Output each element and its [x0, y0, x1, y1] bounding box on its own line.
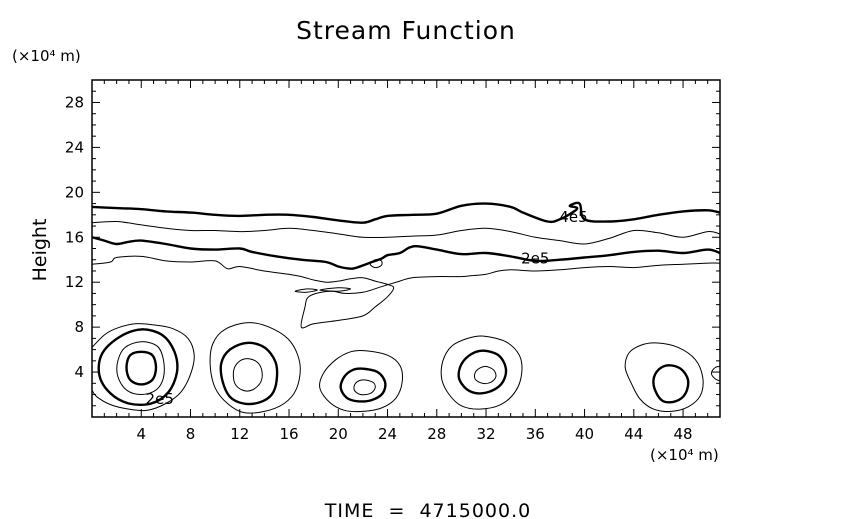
- contour-line-13: [219, 341, 279, 406]
- contour-lines: [92, 201, 720, 414]
- y-tick-label: 16: [65, 228, 84, 246]
- y-axis-unit: (×10⁴ m): [12, 47, 81, 65]
- contour-line-11: [125, 350, 158, 386]
- time-footer: TIME = 4715000.0: [324, 500, 531, 519]
- contour-line-5: [92, 255, 720, 329]
- contour-line-21: [710, 365, 720, 382]
- contour-label-3: 2e5: [146, 390, 174, 408]
- contour-line-23: [652, 364, 690, 404]
- contour-labels: 4e5 2e5 2e5: [146, 208, 588, 408]
- contour-line-18: [440, 335, 523, 410]
- y-tick-label: 12: [65, 273, 84, 291]
- contour-line-7: [319, 287, 352, 292]
- x-tick-label: 12: [230, 425, 249, 443]
- y-tick-label: 28: [65, 93, 84, 111]
- y-tick-label: 4: [74, 363, 84, 381]
- axis-ticks: [92, 80, 720, 417]
- contour-line-16: [339, 367, 387, 403]
- x-tick-label: 4: [136, 425, 146, 443]
- x-tick-label: 32: [476, 425, 495, 443]
- x-tick-labels: 4 8 12 16 20 24 28 32 36 40 44 48: [136, 425, 692, 443]
- contour-label-2: 2e5: [521, 250, 549, 268]
- y-tick-labels: 4 8 12 16 20 24 28: [65, 93, 84, 381]
- contour-line-3: [92, 236, 720, 270]
- x-tick-label: 8: [186, 425, 196, 443]
- contour-line-10: [116, 341, 165, 395]
- contour-line-2: [92, 220, 720, 245]
- contour-label-1: 4e5: [559, 208, 587, 226]
- x-axis-unit: (×10⁴ m): [650, 446, 719, 464]
- y-axis-label: Height: [29, 219, 51, 282]
- y-tick-label: 8: [74, 318, 84, 336]
- contour-line-4: [369, 259, 383, 269]
- y-tick-label: 20: [65, 183, 84, 201]
- x-tick-label: 40: [575, 425, 594, 443]
- x-tick-label: 16: [279, 425, 298, 443]
- x-tick-label: 24: [378, 425, 397, 443]
- contour-line-9: [97, 328, 179, 407]
- contour-line-17: [353, 379, 376, 396]
- contour-line-12: [209, 322, 301, 414]
- y-tick-label: 24: [65, 138, 84, 156]
- contour-line-14: [232, 358, 263, 392]
- contour-line-22: [624, 342, 704, 413]
- x-tick-label: 36: [526, 425, 545, 443]
- contour-line-15: [319, 349, 404, 413]
- chart-title: Stream Function: [296, 16, 516, 45]
- x-tick-label: 28: [427, 425, 446, 443]
- x-tick-label: 44: [624, 425, 643, 443]
- x-tick-label: 48: [674, 425, 693, 443]
- x-tick-label: 20: [329, 425, 348, 443]
- contour-line-8: [92, 323, 195, 412]
- contour-line-20: [473, 365, 497, 385]
- contour-line-6: [294, 288, 318, 293]
- contour-line-19: [457, 349, 508, 395]
- contour-line-1: [92, 201, 720, 224]
